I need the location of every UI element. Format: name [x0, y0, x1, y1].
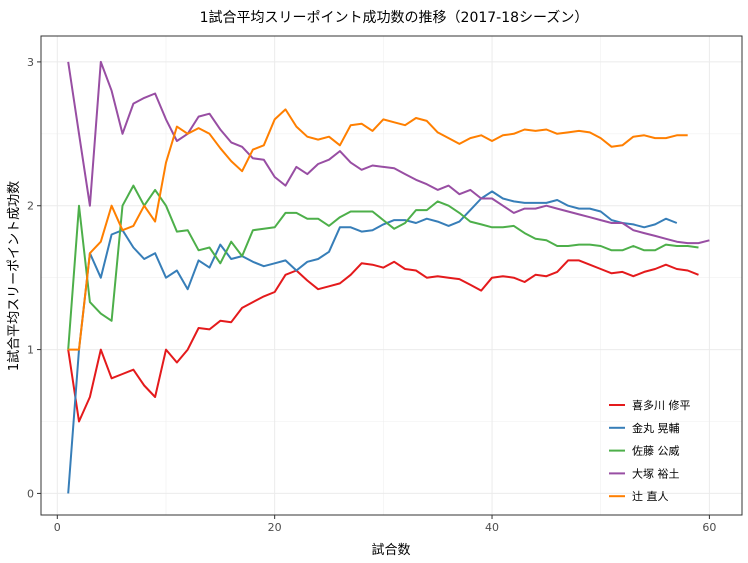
- x-axis: 0 20 40 60: [54, 515, 716, 534]
- legend-label: 辻 直人: [632, 489, 669, 503]
- y-tick-label: 1: [27, 344, 34, 357]
- series-line-4: [67, 60, 710, 245]
- plot-border: [40, 35, 743, 516]
- series-line-5: [68, 108, 688, 351]
- series-lines: [67, 60, 710, 494]
- legend-item: 佐藤 公威: [609, 444, 680, 458]
- x-tick-label: 60: [702, 521, 716, 534]
- y-tick-label: 2: [27, 200, 34, 213]
- legend-item: 金丸 晃輔: [609, 421, 680, 435]
- series-line-2: [67, 190, 678, 494]
- x-tick-label: 20: [268, 521, 282, 534]
- y-axis: 0 1 2 3: [27, 56, 41, 500]
- x-tick-label: 0: [54, 521, 61, 534]
- legend-label: 佐藤 公威: [632, 444, 680, 458]
- y-axis-title: 1試合平均スリーポイント成功数: [6, 181, 22, 371]
- y-tick-label: 3: [27, 56, 34, 69]
- grid-minor: [41, 36, 742, 515]
- series-line-1: [67, 259, 699, 423]
- x-tick-label: 40: [485, 521, 499, 534]
- series-line-3: [67, 184, 699, 350]
- y-tick-label: 0: [27, 487, 34, 500]
- plot-panel: [40, 35, 743, 516]
- x-axis-title: 試合数: [371, 542, 410, 558]
- legend-item: 辻 直人: [609, 489, 669, 503]
- legend-label: 大塚 裕土: [632, 466, 680, 480]
- legend-label: 喜多川 修平: [632, 398, 691, 412]
- legend-label: 金丸 晃輔: [632, 421, 680, 435]
- legend-item: 喜多川 修平: [609, 398, 691, 412]
- legend-item: 大塚 裕土: [609, 466, 680, 480]
- chart-title: 1試合平均スリーポイント成功数の推移（2017-18シーズン）: [200, 10, 589, 26]
